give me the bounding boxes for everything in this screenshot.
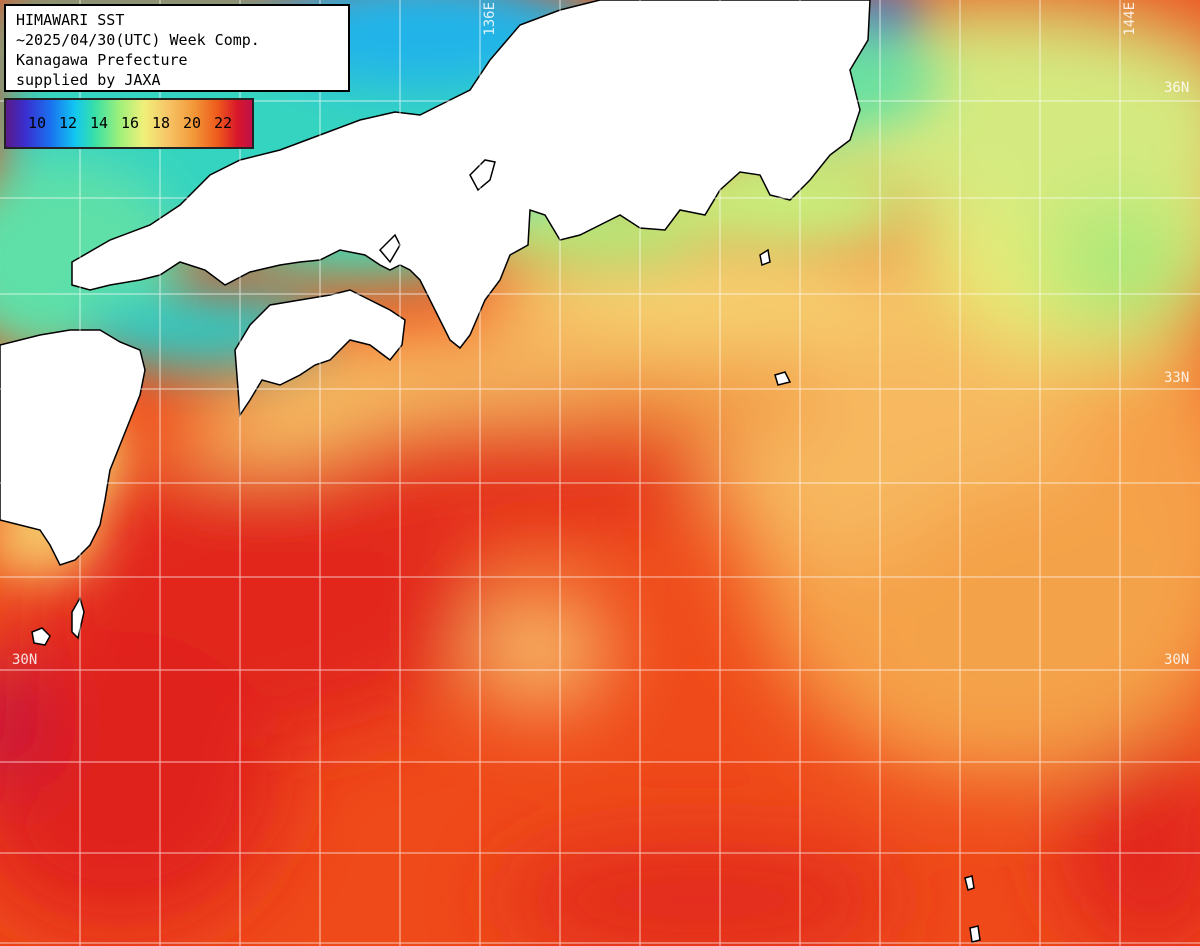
legend-tick: 10 <box>28 114 47 132</box>
map-info-box: HIMAWARI SST ~2025/04/30(UTC) Week Comp.… <box>4 4 350 92</box>
izu-oshima <box>759 248 771 267</box>
map-period: ~2025/04/30(UTC) Week Comp. <box>16 31 260 49</box>
latitude-label-30n-right: 30N <box>1164 652 1190 668</box>
legend-tick: 20 <box>183 114 202 132</box>
map-title: HIMAWARI SST <box>16 11 125 29</box>
aogashima <box>969 925 981 943</box>
legend-tick: 22 <box>214 114 233 132</box>
sado-island <box>469 159 496 192</box>
temperature-legend: 10 12 14 16 18 20 22 <box>4 98 254 149</box>
latitude-label-30n-left: 30N <box>12 652 38 668</box>
longitude-label-136e: 136E <box>482 2 498 36</box>
longitude-label-144e: 144E <box>1122 2 1138 36</box>
hachijo-island <box>964 875 975 891</box>
legend-tick: 14 <box>90 114 109 132</box>
map-credit: supplied by JAXA <box>16 71 161 89</box>
yakushima <box>31 627 51 646</box>
tanegashima <box>71 596 85 640</box>
latitude-label-33n: 33N <box>1164 370 1190 386</box>
miyake-island <box>774 371 792 386</box>
legend-tick: 12 <box>59 114 78 132</box>
legend-tick: 16 <box>121 114 140 132</box>
legend-tick: 18 <box>152 114 171 132</box>
legend-ticks: 10 12 14 16 18 20 22 <box>28 114 245 132</box>
map-region: Kanagawa Prefecture <box>16 51 188 69</box>
latitude-label-36n: 36N <box>1164 80 1190 96</box>
